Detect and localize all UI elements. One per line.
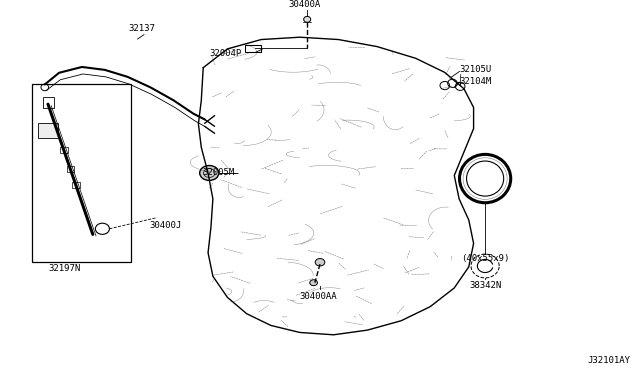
Text: 32004P: 32004P [210,49,242,58]
Ellipse shape [310,280,317,286]
Text: (40x55x9): (40x55x9) [461,254,509,263]
Ellipse shape [200,166,219,180]
Text: 32104M: 32104M [460,77,492,86]
Text: J32101AY: J32101AY [588,356,630,365]
Text: 32137: 32137 [129,25,156,33]
Bar [72,182,79,188]
Bar [38,123,58,138]
Text: 30400J: 30400J [149,221,181,230]
Text: 30400AA: 30400AA [300,292,337,301]
Ellipse shape [315,259,325,266]
Text: 32105U: 32105U [460,65,492,74]
Bar [32,84,131,262]
Bar [43,97,54,108]
Bar [60,147,68,153]
Text: 32005M: 32005M [203,169,235,177]
Text: 38342N: 38342N [469,281,501,290]
Text: 32197N: 32197N [48,264,80,273]
Bar [67,166,74,172]
Ellipse shape [304,16,311,22]
Text: 30400A: 30400A [288,0,320,9]
